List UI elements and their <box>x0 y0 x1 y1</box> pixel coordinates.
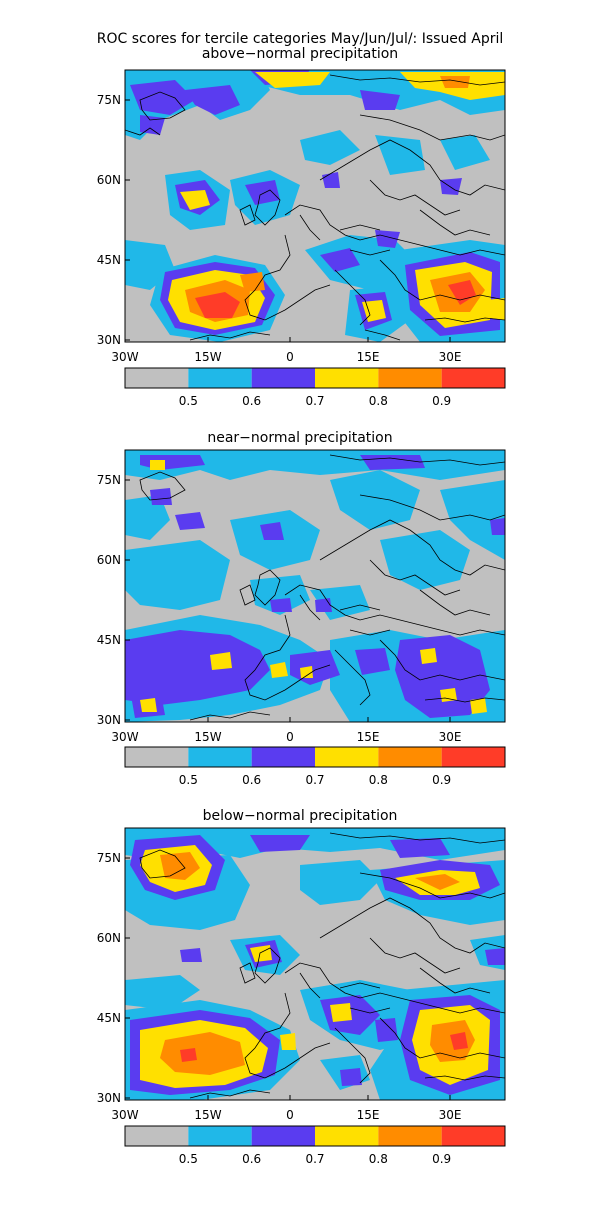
x-tick-label: 30W <box>111 1108 139 1122</box>
y-tick-label: 60N <box>96 173 121 187</box>
x-tick-label: 15E <box>356 350 380 364</box>
x-tick-label: 0 <box>286 350 294 364</box>
colorbar-segment <box>315 1126 379 1146</box>
colorbar-tick-label: 0.6 <box>242 394 262 408</box>
colorbar-segment <box>125 747 189 767</box>
colorbar-tick-label: 0.8 <box>368 1152 388 1166</box>
x-tick-label: 15W <box>194 1108 222 1122</box>
colorbar-tick-label: 0.5 <box>178 773 198 787</box>
colorbar-tick-label: 0.8 <box>368 394 388 408</box>
colorbar-border <box>124 367 506 389</box>
colorbar-segment <box>441 747 505 767</box>
y-tick-label: 45N <box>96 1011 121 1025</box>
colorbar-tick-label: 0.9 <box>432 1152 452 1166</box>
colorbar-border <box>124 1125 506 1147</box>
axis-ticks <box>124 99 451 1100</box>
colorbar-tick-label: 0.9 <box>432 394 452 408</box>
colorbar-segment <box>251 368 315 388</box>
colorbar-segment <box>188 747 252 767</box>
colorbar-tick-label: 0.6 <box>242 1152 262 1166</box>
panel-2-subtitle: near−normal precipitation <box>207 430 393 446</box>
x-tick-label: 30W <box>111 350 139 364</box>
panel-1-subtitle: above−normal precipitation <box>201 46 399 62</box>
y-tick-label: 45N <box>96 253 121 267</box>
y-tick-label: 45N <box>96 633 121 647</box>
x-tick-label: 15W <box>194 350 222 364</box>
colorbar-segment <box>378 1126 442 1146</box>
panel-3-map <box>124 827 506 1101</box>
colorbar-tick-label: 0.7 <box>305 394 325 408</box>
colorbar-tick-label: 0.5 <box>178 394 198 408</box>
colorbar-segment <box>378 368 442 388</box>
colorbar-segment <box>441 1126 505 1146</box>
colorbar-segment <box>125 1126 189 1146</box>
y-tick-label: 60N <box>96 931 121 945</box>
x-tick-label: 15W <box>194 730 222 744</box>
panel-1-map <box>124 69 506 343</box>
y-tick-label: 75N <box>96 473 121 487</box>
x-tick-label: 30E <box>438 350 462 364</box>
y-tick-label: 30N <box>96 713 121 727</box>
colorbar-segment <box>315 368 379 388</box>
colorbar-tick-label: 0.7 <box>305 1152 325 1166</box>
colorbar-tick-label: 0.6 <box>242 773 262 787</box>
figure-title: ROC scores for tercile categories May/Ju… <box>96 31 504 47</box>
colorbars <box>124 367 506 1147</box>
y-tick-label: 30N <box>96 333 121 347</box>
colorbar-tick-label: 0.7 <box>305 773 325 787</box>
x-tick-label: 30W <box>111 730 139 744</box>
colorbar-border <box>124 746 506 768</box>
y-tick-label: 60N <box>96 553 121 567</box>
colorbar-segment <box>251 1126 315 1146</box>
panel-2-map <box>124 449 506 723</box>
y-tick-label: 30N <box>96 1091 121 1105</box>
colorbar-segment <box>188 1126 252 1146</box>
colorbar-tick-label: 0.5 <box>178 1152 198 1166</box>
colorbar-tick-label: 0.8 <box>368 773 388 787</box>
colorbar-segment <box>315 747 379 767</box>
y-tick-label: 75N <box>96 93 121 107</box>
x-tick-label: 0 <box>286 730 294 744</box>
x-tick-label: 15E <box>356 730 380 744</box>
x-tick-label: 0 <box>286 1108 294 1122</box>
panel-3-subtitle: below−normal precipitation <box>202 808 398 824</box>
x-tick-label: 30E <box>438 1108 462 1122</box>
colorbar-segment <box>188 368 252 388</box>
colorbar-tick-label: 0.9 <box>432 773 452 787</box>
colorbar-segment <box>125 368 189 388</box>
x-tick-label: 30E <box>438 730 462 744</box>
colorbar-segment <box>441 368 505 388</box>
x-tick-label: 15E <box>356 1108 380 1122</box>
colorbar-segment <box>251 747 315 767</box>
y-tick-label: 75N <box>96 851 121 865</box>
colorbar-segment <box>378 747 442 767</box>
